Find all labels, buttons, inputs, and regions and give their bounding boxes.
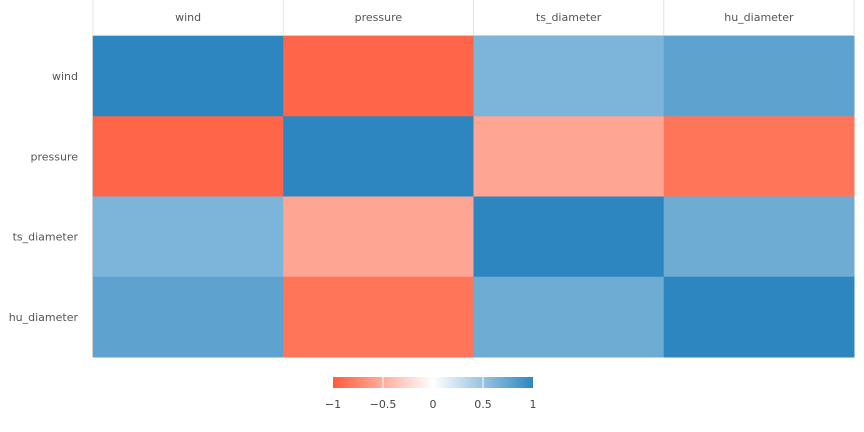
heatmap-cell-ts_diameter-hu_diameter[interactable] [663, 196, 855, 278]
color-legend: −1 −0.5 0 0.5 1 [325, 377, 537, 411]
heatmap-cell-pressure-hu_diameter[interactable] [663, 116, 855, 197]
heatmap-cell-wind-hu_diameter[interactable] [663, 36, 855, 117]
heatmap-cell-wind-ts_diameter[interactable] [473, 36, 665, 117]
column-label-pressure: pressure [355, 11, 403, 24]
legend-tick-label: 1 [530, 398, 537, 411]
legend-tick-label: −0.5 [370, 398, 397, 411]
legend-tick-label: −1 [325, 398, 341, 411]
column-label-wind: wind [175, 11, 201, 24]
row-label-ts_diameter: ts_diameter [13, 231, 79, 244]
heatmap-cell-pressure-pressure[interactable] [283, 116, 474, 197]
heatmap-cell-wind-wind[interactable] [93, 36, 284, 117]
heatmap-cells [93, 36, 855, 358]
heatmap-cell-pressure-ts_diameter[interactable] [473, 116, 665, 197]
column-label-hu_diameter: hu_diameter [724, 11, 794, 24]
legend-tick-label: 0.5 [474, 398, 492, 411]
column-label-ts_diameter: ts_diameter [536, 11, 602, 24]
color-legend-ticks: −1 −0.5 0 0.5 1 [325, 377, 537, 411]
heatmap-cell-wind-pressure[interactable] [283, 36, 474, 117]
heatmap-cell-hu_diameter-hu_diameter[interactable] [663, 276, 855, 358]
heatmap-cell-ts_diameter-wind[interactable] [93, 196, 284, 278]
heatmap-cell-hu_diameter-wind[interactable] [93, 276, 284, 358]
row-label-pressure: pressure [30, 150, 78, 163]
heatmap-cell-hu_diameter-ts_diameter[interactable] [473, 276, 665, 358]
row-label-hu_diameter: hu_diameter [9, 311, 79, 324]
heatmap-cell-ts_diameter-ts_diameter[interactable] [473, 196, 665, 278]
row-label-wind: wind [52, 70, 78, 83]
legend-tick-label: 0 [430, 398, 437, 411]
column-axis: wind pressure ts_diameter hu_diameter [92, 0, 855, 36]
heatmap-cell-pressure-wind[interactable] [93, 116, 284, 197]
row-axis: wind pressure ts_diameter hu_diameter [9, 36, 93, 357]
heatmap-cell-ts_diameter-pressure[interactable] [283, 196, 474, 278]
heatmap-cell-hu_diameter-pressure[interactable] [283, 276, 474, 358]
